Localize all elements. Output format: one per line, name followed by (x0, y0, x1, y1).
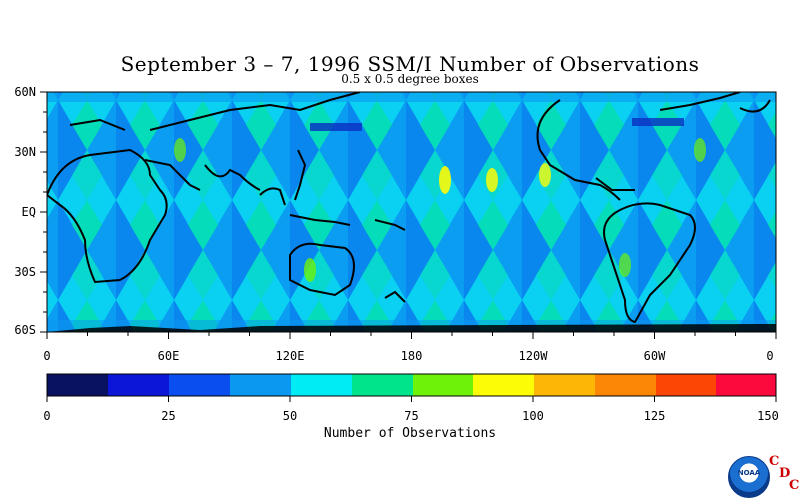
colorbar-bin-8 (534, 374, 595, 396)
colorbar-bin-5 (352, 374, 413, 396)
colorbar-tick-75: 75 (404, 409, 419, 423)
lon-tick-marks (46, 332, 777, 339)
colorbar-bin-3 (230, 374, 291, 396)
cdc-letter-c2: C (789, 478, 800, 493)
colorbar (46, 373, 777, 402)
colorbar-bin-10 (656, 374, 716, 396)
noaa-logo: NOAA (728, 456, 770, 498)
lat-label-30n: 30N (14, 145, 36, 159)
noaa-logo-text: NOAA (737, 469, 761, 477)
lat-label-30s: 30S (14, 265, 36, 279)
colorbar-tick-25: 25 (161, 409, 176, 423)
lat-label-eq: EQ (21, 205, 36, 219)
colorbar-tick-0: 0 (43, 409, 51, 423)
colorbar-tick-150: 150 (757, 409, 779, 423)
colorbar-tick-125: 125 (643, 409, 666, 423)
coastlines (47, 92, 771, 324)
colorbar-tick-50: 50 (282, 409, 298, 423)
colorbar-bin-1 (108, 374, 169, 396)
lon-label-0-east: 0 (766, 349, 774, 363)
colorbar-bin-9 (595, 374, 656, 396)
lon-label-60w: 60W (643, 349, 666, 363)
lon-label-0: 0 (43, 349, 51, 363)
colorbar-bin-11 (716, 374, 776, 396)
lat-tick-marks (40, 91, 47, 333)
colorbar-bin-6 (413, 374, 473, 396)
colorbar-bin-0 (47, 374, 108, 396)
lon-label-120w: 120W (518, 349, 548, 363)
cdc-letter-c1: C (769, 454, 780, 469)
colorbar-bin-4 (291, 374, 352, 396)
observation-field (47, 92, 776, 332)
colorbar-bin-7 (473, 374, 534, 396)
lat-label-60s: 60S (14, 323, 36, 337)
lon-label-120e: 120E (275, 349, 305, 363)
colorbar-tick-100: 100 (522, 409, 544, 423)
cdc-letter-d: D (779, 466, 791, 481)
colorbar-bin-2 (169, 374, 230, 396)
colorbar-title: Number of Observations (323, 426, 497, 441)
page-title: September 3 – 7, 1996 SSM/I Number of Ob… (120, 52, 700, 76)
page-subtitle: 0.5 x 0.5 degree boxes (341, 72, 479, 86)
lon-label-60e: 60E (157, 349, 180, 363)
lat-label-60n: 60N (14, 85, 36, 99)
lon-label-180: 180 (400, 349, 423, 363)
